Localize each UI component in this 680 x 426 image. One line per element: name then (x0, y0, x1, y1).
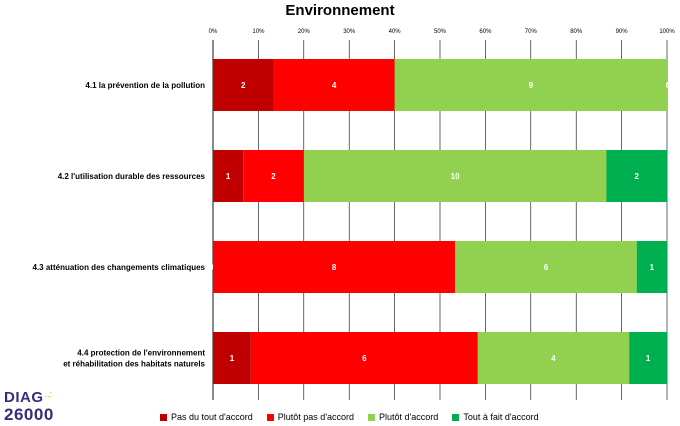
category-label: 4.1 la prévention de la pollution (85, 81, 205, 90)
legend-swatch (160, 413, 167, 421)
legend-label: Plutôt d'accord (379, 412, 439, 422)
x-tick-label: 90% (616, 29, 629, 35)
data-label: 2 (635, 172, 640, 181)
legend-swatch (452, 413, 460, 421)
data-label: 9 (529, 81, 534, 90)
x-tick-label: 10% (252, 29, 265, 35)
legend-item-tout-a-fait: Tout à fait d'accord (452, 412, 539, 422)
logo-dots: ..: (44, 389, 53, 399)
legend-item-plutot-pas: Plutôt pas d'accord (266, 412, 355, 422)
logo-line1: DIAG (4, 389, 44, 406)
x-tick-label: 80% (570, 29, 583, 35)
data-label: 10 (451, 172, 460, 181)
data-label: 1 (230, 354, 235, 363)
legend-label: Tout à fait d'accord (463, 412, 539, 422)
bar-segment (606, 150, 667, 202)
diag26000-logo: DIAG..: 26000 (4, 389, 54, 424)
legend-label: Pas du tout d'accord (171, 412, 253, 422)
legend: Pas du tout d'accord Plutôt pas d'accord… (160, 412, 539, 422)
data-label: 1 (646, 354, 651, 363)
x-tick-label: 70% (525, 29, 538, 35)
legend-swatch (368, 413, 376, 421)
x-tick-label: 100% (659, 29, 675, 35)
data-label: 4 (332, 81, 337, 90)
data-label: 6 (544, 263, 549, 272)
x-tick-label: 30% (343, 29, 356, 35)
legend-item-pas-du-tout: Pas du tout d'accord (160, 412, 253, 422)
bar-segment (394, 59, 667, 111)
x-tick-label: 20% (298, 29, 311, 35)
bar-segment (636, 241, 667, 293)
bar-segment (303, 150, 607, 202)
bar-segment (477, 332, 630, 384)
x-tick-label: 50% (434, 29, 447, 35)
chart-title: Environnement (285, 2, 395, 19)
bar-segment (213, 332, 251, 384)
x-tick-label: 40% (389, 29, 402, 35)
data-label: 6 (362, 354, 367, 363)
logo-line2: 26000 (4, 405, 54, 424)
category-label: 4.3 atténuation des changements climatiq… (33, 263, 206, 272)
data-label: 2 (241, 81, 246, 90)
category-label: et réhabilitation des habitats naturels (63, 360, 205, 369)
data-label: 4 (551, 354, 556, 363)
bar-segment (213, 59, 274, 111)
bar-segment (213, 150, 244, 202)
legend-label: Plutôt pas d'accord (277, 412, 355, 422)
data-label: 0 (666, 81, 671, 90)
data-label: 8 (332, 263, 337, 272)
bar-segment (243, 150, 304, 202)
bar-segment (629, 332, 667, 384)
category-label: 4.2 l'utilisation durable des ressources (58, 172, 206, 181)
x-tick-label: 0% (209, 29, 218, 35)
legend-swatch (266, 413, 274, 421)
bar-segment (213, 241, 456, 293)
data-label: 1 (226, 172, 231, 181)
bar-segment (455, 241, 637, 293)
data-label: 2 (271, 172, 276, 181)
data-label: 1 (650, 263, 655, 272)
bar-segment (250, 332, 478, 384)
x-tick-label: 60% (479, 29, 492, 35)
legend-item-plutot: Plutôt d'accord (368, 412, 438, 422)
bar-segment (273, 59, 395, 111)
category-label: 4.4 protection de l'environnement (77, 349, 205, 358)
